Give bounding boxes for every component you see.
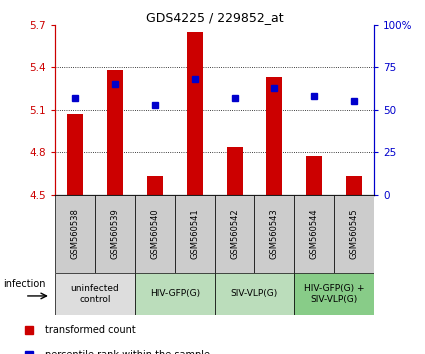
FancyBboxPatch shape [95,195,135,273]
FancyBboxPatch shape [334,195,374,273]
Bar [227,147,243,195]
Title: GDS4225 / 229852_at: GDS4225 / 229852_at [146,11,283,24]
Bar [346,176,362,195]
FancyBboxPatch shape [175,195,215,273]
Text: uninfected
control: uninfected control [71,284,119,303]
Text: infection: infection [3,279,45,290]
Text: GSM560541: GSM560541 [190,208,199,259]
Text: GSM560538: GSM560538 [71,208,79,259]
FancyBboxPatch shape [215,195,255,273]
Text: GSM560539: GSM560539 [110,208,119,259]
Bar [107,70,123,195]
FancyBboxPatch shape [135,273,215,315]
FancyBboxPatch shape [294,273,374,315]
Text: GSM560543: GSM560543 [270,208,279,259]
Text: HIV-GFP(G): HIV-GFP(G) [150,289,200,298]
FancyBboxPatch shape [55,195,95,273]
Text: GSM560542: GSM560542 [230,208,239,259]
Bar [147,176,163,195]
Bar [306,156,322,195]
Bar [67,114,83,195]
Text: GSM560545: GSM560545 [350,208,359,259]
FancyBboxPatch shape [135,195,175,273]
Text: HIV-GFP(G) +
SIV-VLP(G): HIV-GFP(G) + SIV-VLP(G) [304,284,364,303]
Bar [266,77,282,195]
Text: GSM560540: GSM560540 [150,208,159,259]
FancyBboxPatch shape [55,273,135,315]
FancyBboxPatch shape [294,195,334,273]
Text: SIV-VLP(G): SIV-VLP(G) [231,289,278,298]
FancyBboxPatch shape [215,273,294,315]
Text: GSM560544: GSM560544 [310,208,319,259]
Text: percentile rank within the sample: percentile rank within the sample [45,350,210,354]
Text: transformed count: transformed count [45,325,136,335]
FancyBboxPatch shape [255,195,294,273]
Bar [187,32,203,195]
